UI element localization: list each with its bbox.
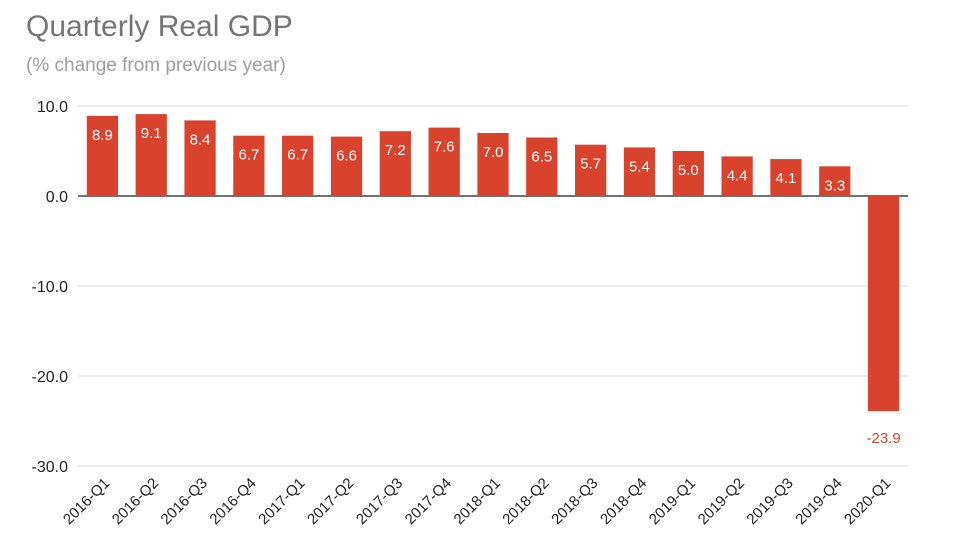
data-label: 6.5: [531, 149, 552, 166]
y-tick-label: -20.0: [32, 369, 69, 386]
bar[interactable]: [86, 115, 119, 196]
x-tick-label: 2016-Q2: [109, 475, 162, 528]
bar[interactable]: [770, 159, 802, 196]
data-label: 6.7: [287, 147, 308, 164]
data-label: 9.1: [141, 125, 162, 142]
bar[interactable]: [428, 127, 460, 196]
chart-title: Quarterly Real GDP: [26, 10, 293, 43]
data-label: 3.3: [824, 177, 845, 194]
bar[interactable]: [477, 133, 509, 196]
data-label: 4.1: [776, 170, 797, 187]
data-label: 4.4: [727, 167, 748, 184]
x-tick-label: 2018-Q4: [597, 475, 650, 528]
bar[interactable]: [575, 144, 607, 196]
data-label: 5.0: [678, 162, 699, 179]
data-label: 8.9: [92, 127, 113, 144]
y-tick-label: -30.0: [32, 459, 69, 476]
chart-subtitle: (% change from previous year): [26, 55, 286, 76]
y-tick-label: -10.0: [32, 279, 69, 296]
data-label: 7.0: [483, 144, 504, 161]
x-tick-label: 2019-Q3: [743, 475, 796, 528]
data-label: 7.2: [385, 142, 406, 159]
bar[interactable]: [379, 131, 411, 196]
x-tick-label: 2016-Q3: [158, 475, 211, 528]
x-tick-label: 2017-Q4: [402, 475, 455, 528]
bar[interactable]: [526, 137, 558, 197]
data-label: -23.9: [866, 430, 900, 447]
bar[interactable]: [819, 166, 851, 196]
x-tick-label: 2019-Q2: [695, 475, 748, 528]
bar[interactable]: [672, 151, 704, 196]
bar[interactable]: [184, 120, 216, 196]
bar[interactable]: [282, 135, 314, 196]
data-label: 5.4: [629, 158, 650, 175]
bar[interactable]: [135, 114, 167, 196]
bar[interactable]: [721, 156, 753, 196]
bar[interactable]: [330, 136, 363, 196]
data-label: 7.6: [434, 139, 455, 156]
y-tick-label: 10.0: [37, 99, 68, 116]
x-tick-label: 2017-Q3: [353, 475, 406, 528]
data-label: 6.7: [238, 147, 259, 164]
x-tick-label: 2018-Q1: [451, 475, 504, 528]
x-tick-label: 2020-Q1: [841, 475, 894, 528]
x-tick-label: 2019-Q1: [646, 475, 699, 528]
x-tick-label: 2019-Q4: [792, 475, 845, 528]
bar[interactable]: [867, 196, 900, 412]
bar[interactable]: [233, 135, 265, 196]
y-tick-label: 0.0: [46, 189, 68, 206]
x-tick-label: 2017-Q2: [304, 475, 357, 528]
data-label: 8.4: [190, 131, 211, 148]
x-tick-label: 2016-Q4: [206, 475, 259, 528]
data-label: 5.7: [580, 156, 601, 173]
x-tick-label: 2016-Q1: [60, 475, 113, 528]
x-tick-label: 2018-Q2: [499, 475, 552, 528]
bar[interactable]: [623, 147, 656, 196]
x-tick-label: 2017-Q1: [255, 475, 308, 528]
x-tick-label: 2018-Q3: [548, 475, 601, 528]
data-label: 6.6: [336, 148, 357, 165]
